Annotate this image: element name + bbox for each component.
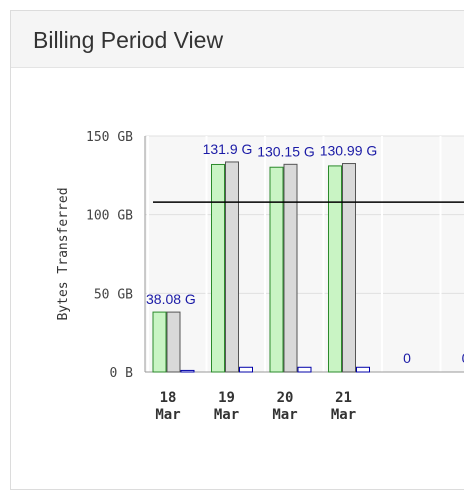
y-tick-label: 150 GB [86,130,133,145]
data-label: 130.15 G [257,143,315,159]
x-tick-label: 21 Mar [331,390,356,423]
bar [269,166,284,373]
bar [166,311,181,373]
bar [239,366,253,373]
bar [211,163,225,373]
y-tick-label: 50 GB [94,287,133,302]
x-tick-label: 19 Mar [214,390,239,423]
panel-title: Billing Period View [33,27,224,53]
bar [225,161,239,373]
bar [328,165,342,373]
data-label: 0 [462,350,464,366]
data-label: 38.08 G [146,291,196,307]
data-label: 130.99 G [320,143,378,159]
billing-chart: 0 B 50 GB 100 GB 150 GB Bytes Transferred 38.… [56,130,464,423]
data-label: 0 [403,350,411,366]
y-axis-label: Bytes Transferred [56,187,71,320]
bytes-chart-svg: 0 B 50 GB 100 GB 150 GB Bytes Transferred 38.… [56,130,464,423]
y-tick-label: 100 GB [86,209,133,224]
bar [356,366,370,373]
bar [152,311,167,373]
x-tick-label: 18 Mar [155,390,180,423]
bar [283,163,298,373]
plot-area [145,136,464,372]
panel-heading: Billing Period View [11,11,464,68]
bar [342,163,356,373]
data-label: 131.9 G [203,141,253,157]
bar [297,366,312,373]
bar [180,369,195,373]
x-tick-label: 20 Mar [272,390,297,423]
y-tick-label: 0 B [110,366,134,381]
